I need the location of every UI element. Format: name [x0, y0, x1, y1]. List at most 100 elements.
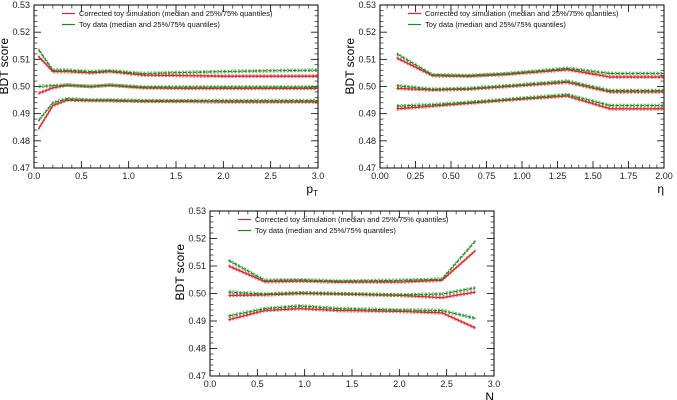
pt-series-3-point: [142, 72, 144, 75]
eta-series-2-point: [609, 108, 611, 110]
pt-series-3-point: [184, 71, 187, 73]
pt-y-tick-label: 0.52: [12, 27, 30, 37]
n-series-3-point: [264, 279, 266, 281]
n-series-3-band-line: [228, 241, 476, 283]
eta-y-tick-label: 0.49: [358, 109, 376, 119]
eta-x-tick-label: 0.75: [478, 171, 496, 181]
eta-series-1-point: [566, 81, 569, 84]
n-series-5-band-line: [228, 307, 476, 321]
n-series-3-point: [228, 259, 230, 262]
pt-x-axis-title-sub: T: [313, 189, 318, 198]
eta-x-tick-label: 0.50: [442, 171, 460, 181]
pt-series-5-band-line: [38, 99, 318, 122]
eta-series-2-band-line: [396, 97, 664, 111]
pt-series-3-point: [222, 70, 224, 73]
pt-x-axis-title: pT: [306, 182, 318, 198]
pt-series-4-point: [52, 85, 54, 87]
pt-series-1-band-line: [38, 85, 318, 95]
n-series-5-band-line: [228, 304, 476, 318]
n-series-1-band-line: [228, 293, 476, 300]
eta-x-axis-title: η: [657, 182, 664, 196]
n-x-tick-label: 2.0: [393, 379, 406, 389]
eta-y-tick-label: 0.50: [358, 82, 376, 92]
pt-series-3-band-line: [38, 51, 318, 76]
n-x-axis-title-main: N: [485, 390, 494, 400]
pt-series-1-point: [52, 87, 54, 89]
eta-series-4-point: [396, 85, 398, 87]
pt-series-0-band-line: [38, 57, 318, 78]
pt-series-0-point: [222, 75, 224, 77]
pt-series-0-point: [38, 56, 40, 58]
pt-series-5-point: [38, 119, 40, 122]
pt-series-3-point: [270, 70, 272, 72]
n-series-0-point: [474, 250, 476, 252]
eta-series-5-line: [396, 94, 664, 107]
n-series-4-line: [228, 287, 476, 296]
n-series-5-point: [441, 309, 443, 312]
eta-series-1-band-line: [396, 83, 664, 94]
n-series-4-point: [299, 292, 301, 294]
pt-series-5-point: [317, 100, 318, 102]
pt-series-5-line: [38, 98, 318, 121]
pt-series-4-band-line: [38, 85, 318, 89]
n-series-4-band-line: [228, 289, 476, 297]
pt-series-5-point: [184, 100, 187, 102]
n-series-4-point: [474, 287, 476, 289]
pt-x-axis-title-main: p: [306, 182, 313, 196]
eta-series-3-point: [396, 53, 398, 55]
n-series-2-point: [228, 319, 230, 321]
n-series-5-point: [474, 317, 476, 319]
n-y-tick-label: 0.51: [188, 261, 206, 271]
n-series-2-point: [474, 327, 476, 329]
pt-series-0-point: [142, 74, 144, 76]
pt-series-2-line: [38, 99, 318, 129]
eta-y-tick-label: 0.53: [358, 0, 376, 10]
eta-series-4-band-line: [396, 81, 664, 92]
n-series-2-band-line: [228, 309, 476, 330]
eta-series-3-band-line: [396, 52, 664, 75]
eta-x-tick-label: 0.25: [407, 171, 425, 181]
eta-series-2-point: [566, 95, 569, 97]
eta-x-tick-label: 2.00: [655, 171, 673, 181]
pt-series-3-point: [52, 69, 54, 71]
eta-series-5-point: [609, 104, 611, 107]
pt-series-5-point: [52, 102, 54, 104]
n-series-5-point: [228, 315, 230, 317]
pt-series-3-line: [38, 49, 318, 75]
eta-series-3-band-line: [396, 55, 664, 78]
eta-series-3-point: [566, 67, 569, 69]
n-series-5-point: [264, 308, 266, 310]
n-y-tick-label: 0.49: [188, 316, 206, 326]
pt-series-4-point: [142, 86, 144, 88]
pt-y-tick-label: 0.53: [12, 0, 30, 10]
n-series-3-band-line: [228, 242, 476, 283]
eta-y-axis-title: BDT score: [343, 38, 357, 95]
pt-series-3-point: [317, 69, 318, 71]
n-series-3-point: [474, 240, 476, 242]
eta-series-5-point: [566, 94, 569, 96]
pt-panel: 0.47 0.48 0.49 0.50 0.51 0.52 0.53 0.0 0.5 1.0 1.5…: [0, 0, 324, 198]
pt-series-5-point: [142, 100, 144, 102]
n-series-0-band-line: [228, 251, 476, 283]
pt-series-2-point: [52, 104, 54, 107]
n-x-tick-label: 1.0: [298, 379, 311, 389]
pt-y-tick-label: 0.50: [12, 82, 30, 92]
n-series-1-point: [474, 291, 476, 293]
pt-series-2-point: [66, 99, 68, 101]
eta-series-3-point: [609, 72, 611, 75]
eta-series-5-point: [507, 98, 509, 100]
pt-series-5-point: [222, 100, 224, 102]
pt-series-5-band-line: [38, 97, 318, 120]
eta-series-1-point: [663, 91, 664, 93]
pt-series-1-point: [317, 87, 318, 90]
n-series-5-point: [398, 309, 400, 311]
n-series-0-band-line: [228, 249, 476, 282]
n-series-3-point: [398, 279, 400, 281]
pt-series-3-band-line: [38, 48, 318, 73]
pt-series-2-band-line: [38, 100, 318, 130]
pt-legend-entry: Toy data (median and 25%/75% quantiles): [79, 20, 220, 29]
pt-series-5-point: [66, 98, 68, 100]
pt-series-4-point: [66, 84, 68, 86]
n-series-3-line: [228, 240, 476, 282]
n-legend-entry: Toy data (median and 25%/75% quantiles): [255, 226, 396, 235]
